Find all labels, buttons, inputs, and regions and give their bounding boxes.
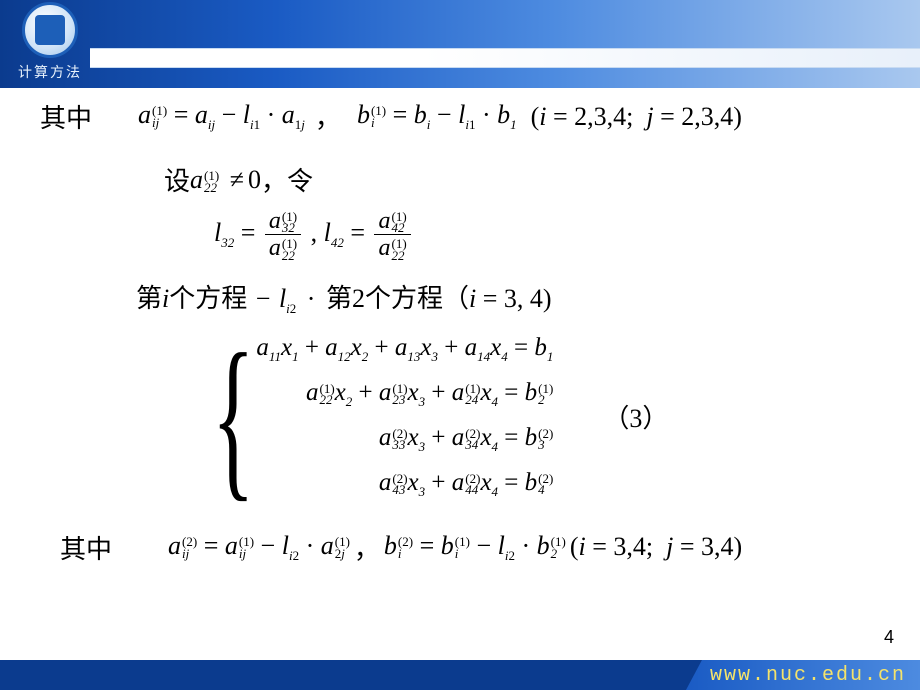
eq1-lhs-a: a(1)ij = aij − li1 · a1j	[138, 100, 305, 133]
logo-block: 计算方法	[10, 2, 90, 82]
system-row: a11x1 + a12x2 + a13x3 + a14x4 = b1	[256, 334, 553, 365]
footer-url-block: www.nuc.edu.cn	[686, 660, 920, 690]
cond-a22: a(1)22 ≠0	[190, 165, 261, 195]
logo-caption: 计算方法	[10, 62, 90, 82]
def-l32: l32 = a(1)32 a(1)22 , l42 = a(1)42 a(1)2…	[214, 208, 414, 262]
eq5: a(2)ij = a(1)ij − li2 · a(1)2j	[168, 531, 350, 564]
page-number: 4	[884, 627, 894, 648]
eq5-domain: (i = 3,4; j = 3,4)	[570, 532, 742, 562]
seal-inner-icon	[35, 15, 65, 45]
university-seal-icon	[22, 2, 78, 58]
comma-1: ，	[315, 98, 341, 135]
equation-system: a11x1 + a12x2 + a13x3 + a14x4 = b1 a(1)22…	[256, 334, 553, 500]
equation-tag: （3）	[603, 398, 668, 435]
elim-description: 第i个方程 − li2 · 第2个方程（i = 3, 4)	[136, 278, 552, 317]
where-label-1: 其中	[40, 98, 92, 135]
let-prefix: 设	[164, 161, 190, 198]
footer-bar: www.nuc.edu.cn	[0, 660, 920, 690]
system-row: a(2)33x3 + a(2)34x4 = b(2)3	[379, 424, 553, 455]
system-row: a(2)43x3 + a(2)44x4 = b(2)4	[379, 469, 553, 500]
eq1-lhs-b: b(1)i = bi − li1 · b1	[357, 100, 517, 133]
footer-url: www.nuc.edu.cn	[710, 664, 906, 687]
let-suffix: ，令	[261, 161, 313, 198]
header-midband	[90, 48, 920, 68]
system-row: a(1)22x2 + a(1)23x3 + a(1)24x4 = b(1)2	[306, 379, 553, 410]
slide-content: 其中 a(1)ij = aij − li1 · a1j ， b(1)i = bi…	[0, 92, 920, 566]
where-label-2: 其中	[60, 529, 112, 566]
header-bar: 计算方法	[0, 0, 920, 88]
left-brace-icon: {	[212, 327, 255, 507]
eq1-domain: (i = 2,3,4; j = 2,3,4)	[531, 102, 742, 132]
eq5b: b(2)i = b(1)i − li2 · b(1)2	[384, 531, 566, 564]
comma-2: ，	[354, 529, 380, 566]
